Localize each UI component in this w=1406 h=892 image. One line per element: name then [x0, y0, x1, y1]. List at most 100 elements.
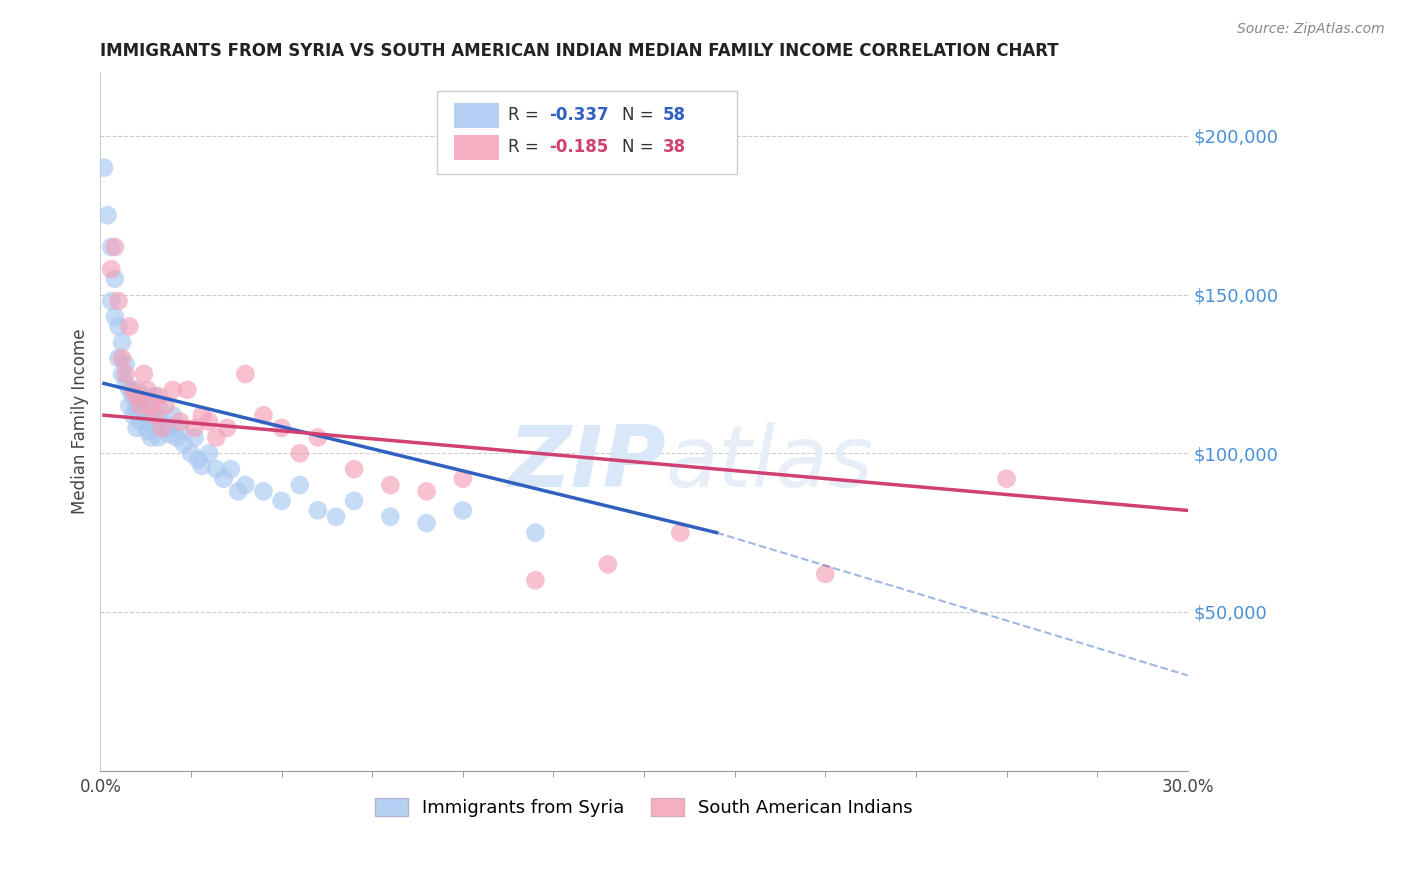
Immigrants from Syria	[212, 472, 235, 486]
Immigrants from Syria	[104, 271, 127, 285]
Immigrants from Syria	[136, 424, 159, 438]
Immigrants from Syria	[157, 427, 180, 442]
Legend: Immigrants from Syria, South American Indians: Immigrants from Syria, South American In…	[368, 790, 921, 824]
Immigrants from Syria	[122, 389, 145, 403]
South American Indians	[104, 240, 127, 254]
South American Indians	[148, 389, 170, 403]
South American Indians	[995, 472, 1018, 486]
Immigrants from Syria	[288, 478, 311, 492]
Immigrants from Syria	[270, 494, 292, 508]
Immigrants from Syria	[104, 310, 127, 324]
South American Indians	[288, 446, 311, 460]
South American Indians	[111, 351, 134, 365]
Immigrants from Syria	[307, 503, 329, 517]
Immigrants from Syria	[226, 484, 249, 499]
Immigrants from Syria	[125, 383, 148, 397]
South American Indians	[125, 389, 148, 403]
Immigrants from Syria	[118, 383, 141, 397]
FancyBboxPatch shape	[454, 136, 499, 161]
Immigrants from Syria	[100, 240, 122, 254]
Immigrants from Syria	[136, 408, 159, 422]
Text: R =: R =	[508, 106, 544, 124]
FancyBboxPatch shape	[454, 103, 499, 128]
Immigrants from Syria	[219, 462, 242, 476]
Text: Source: ZipAtlas.com: Source: ZipAtlas.com	[1237, 22, 1385, 37]
Text: -0.337: -0.337	[550, 106, 609, 124]
South American Indians	[451, 472, 474, 486]
South American Indians	[114, 367, 136, 381]
South American Indians	[198, 415, 221, 429]
South American Indians	[155, 399, 177, 413]
Immigrants from Syria	[143, 421, 166, 435]
South American Indians	[307, 430, 329, 444]
South American Indians	[191, 408, 214, 422]
South American Indians	[380, 478, 402, 492]
Text: N =: N =	[623, 138, 659, 156]
Immigrants from Syria	[235, 478, 257, 492]
Text: atlas: atlas	[666, 422, 875, 505]
Immigrants from Syria	[114, 358, 136, 372]
Immigrants from Syria	[325, 509, 347, 524]
South American Indians	[176, 383, 198, 397]
Immigrants from Syria	[132, 389, 155, 403]
Immigrants from Syria	[198, 446, 221, 460]
Immigrants from Syria	[139, 430, 162, 444]
South American Indians	[129, 399, 152, 413]
South American Indians	[524, 574, 547, 588]
South American Indians	[169, 415, 191, 429]
South American Indians	[252, 408, 274, 422]
South American Indians	[118, 319, 141, 334]
Immigrants from Syria	[97, 208, 120, 222]
South American Indians	[205, 430, 228, 444]
South American Indians	[270, 421, 292, 435]
Immigrants from Syria	[252, 484, 274, 499]
Immigrants from Syria	[129, 415, 152, 429]
Immigrants from Syria	[129, 405, 152, 419]
South American Indians	[162, 383, 184, 397]
South American Indians	[669, 525, 692, 540]
South American Indians	[143, 408, 166, 422]
Immigrants from Syria	[143, 389, 166, 403]
Immigrants from Syria	[107, 351, 129, 365]
FancyBboxPatch shape	[437, 91, 737, 174]
Immigrants from Syria	[155, 421, 177, 435]
South American Indians	[139, 399, 162, 413]
Text: 38: 38	[662, 138, 686, 156]
Immigrants from Syria	[107, 319, 129, 334]
Immigrants from Syria	[150, 415, 173, 429]
Text: IMMIGRANTS FROM SYRIA VS SOUTH AMERICAN INDIAN MEDIAN FAMILY INCOME CORRELATION : IMMIGRANTS FROM SYRIA VS SOUTH AMERICAN …	[100, 42, 1059, 60]
Text: 58: 58	[662, 106, 686, 124]
South American Indians	[343, 462, 366, 476]
South American Indians	[122, 383, 145, 397]
South American Indians	[183, 421, 205, 435]
Immigrants from Syria	[132, 399, 155, 413]
Immigrants from Syria	[122, 408, 145, 422]
Immigrants from Syria	[183, 430, 205, 444]
Text: -0.185: -0.185	[550, 138, 609, 156]
Immigrants from Syria	[118, 399, 141, 413]
Immigrants from Syria	[111, 367, 134, 381]
Immigrants from Syria	[205, 462, 228, 476]
South American Indians	[596, 558, 619, 572]
South American Indians	[814, 566, 837, 581]
Immigrants from Syria	[524, 525, 547, 540]
Immigrants from Syria	[187, 452, 209, 467]
Immigrants from Syria	[148, 430, 170, 444]
Immigrants from Syria	[166, 430, 188, 444]
Immigrants from Syria	[451, 503, 474, 517]
South American Indians	[107, 293, 129, 308]
Immigrants from Syria	[162, 408, 184, 422]
Immigrants from Syria	[380, 509, 402, 524]
Immigrants from Syria	[111, 335, 134, 350]
Immigrants from Syria	[100, 293, 122, 308]
Immigrants from Syria	[139, 415, 162, 429]
Immigrants from Syria	[148, 399, 170, 413]
South American Indians	[235, 367, 257, 381]
Immigrants from Syria	[93, 161, 115, 175]
Immigrants from Syria	[180, 446, 202, 460]
Text: R =: R =	[508, 138, 544, 156]
Immigrants from Syria	[114, 376, 136, 391]
Immigrants from Syria	[125, 399, 148, 413]
Immigrants from Syria	[169, 421, 191, 435]
Text: N =: N =	[623, 106, 659, 124]
